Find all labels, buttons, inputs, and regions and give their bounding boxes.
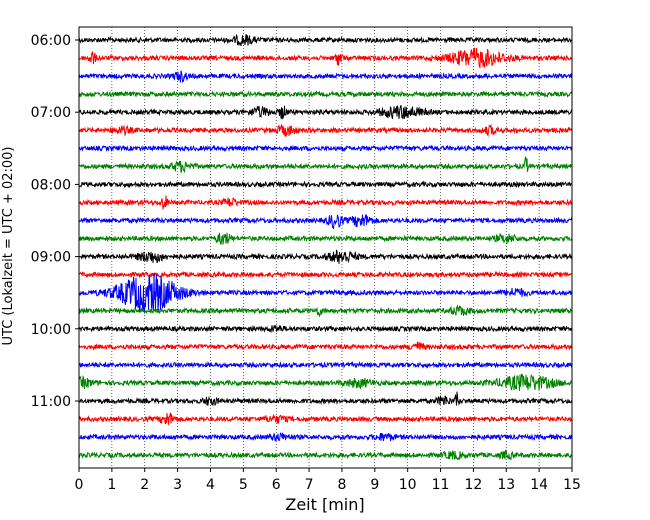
x-tick-label: 6 [272, 477, 281, 493]
seismic-trace [78, 374, 573, 391]
x-tick-label: 3 [173, 477, 182, 493]
y-tick-label: 09:00 [31, 250, 71, 266]
seismic-trace [78, 90, 573, 99]
x-tick-label: 7 [305, 477, 314, 493]
seismic-trace [78, 249, 573, 264]
x-tick-label: 13 [497, 477, 515, 493]
x-tick-label: 12 [464, 477, 482, 493]
seismic-trace [78, 391, 573, 407]
seismic-trace [78, 304, 573, 318]
seismic-trace [78, 195, 573, 210]
seismic-trace [78, 214, 573, 230]
x-tick-label: 8 [337, 477, 346, 493]
x-tick-label: 14 [530, 477, 548, 493]
y-tick-label: 11:00 [31, 394, 71, 410]
y-tick-label: 08:00 [31, 177, 71, 193]
x-tick-label: 11 [432, 477, 450, 493]
x-axis-ticks: 0 1 2 3 4 5 6 7 8 9 10 11 12 13 14 15 [75, 468, 581, 493]
x-tick-label: 2 [140, 477, 149, 493]
seismic-trace [78, 144, 573, 153]
seismic-trace [78, 324, 573, 334]
seismic-trace [78, 449, 573, 461]
x-tick-label: 1 [107, 477, 116, 493]
x-tick-label: 9 [370, 477, 379, 493]
seismic-trace [78, 123, 573, 137]
y-tick-label: 06:00 [31, 33, 71, 49]
y-tick-label: 10:00 [31, 322, 71, 338]
seismic-trace [78, 273, 573, 313]
x-axis-label: Zeit [min] [285, 495, 364, 514]
x-tick-label: 4 [206, 477, 215, 493]
seismic-trace [78, 155, 573, 174]
traces-layer [78, 33, 573, 461]
y-tick-label: 07:00 [31, 105, 71, 121]
seismic-trace [78, 180, 573, 189]
seismic-trace [78, 70, 573, 83]
y-axis-ticks: 06:00 07:00 08:00 09:00 10:00 11:00 [31, 33, 79, 410]
seismic-trace [78, 432, 573, 442]
seismic-trace [78, 232, 573, 245]
seismic-trace [78, 47, 573, 69]
seismic-trace [78, 105, 573, 120]
y-axis-label: UTC (Lokalzeit = UTC + 02:00) [1, 147, 16, 346]
seismic-trace [78, 412, 573, 425]
x-tick-label: 0 [75, 477, 84, 493]
seismic-trace [78, 360, 573, 370]
seismic-trace [78, 270, 573, 279]
x-tick-label: 15 [563, 477, 581, 493]
seismic-trace [78, 33, 572, 47]
seismic-trace [78, 341, 573, 351]
plot-frame [78, 26, 573, 469]
x-tick-label: 5 [239, 477, 248, 493]
x-tick-label: 10 [399, 477, 417, 493]
